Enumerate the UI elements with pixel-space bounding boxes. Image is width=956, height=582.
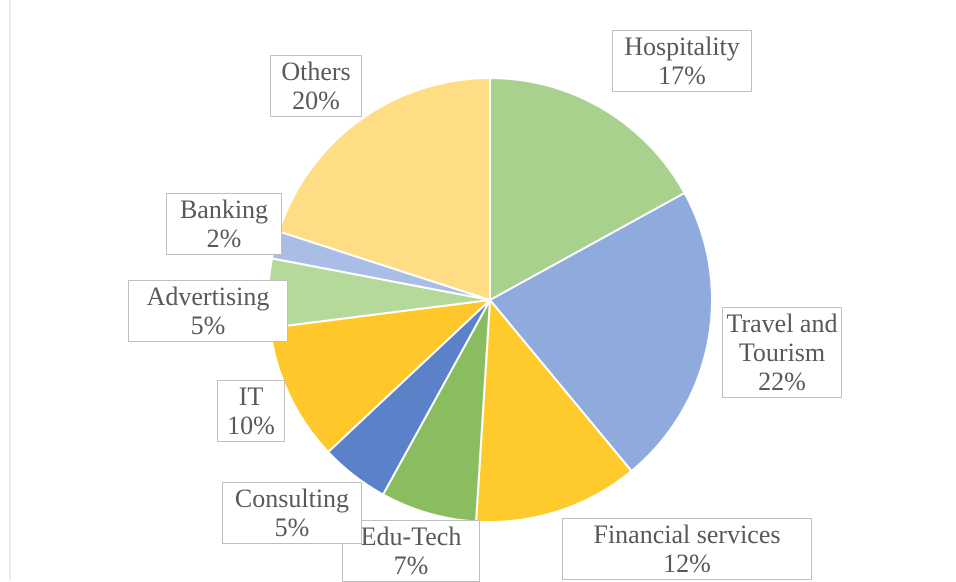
label-category: Travel and Tourism bbox=[726, 309, 838, 367]
label-value: 22% bbox=[758, 367, 806, 396]
data-label: Advertising 5% bbox=[128, 280, 288, 342]
label-category: Financial services bbox=[593, 520, 781, 549]
data-label: Others 20% bbox=[270, 55, 362, 117]
label-value: 5% bbox=[190, 311, 226, 340]
pie-slice bbox=[475, 297, 633, 523]
data-label: Consulting 5% bbox=[222, 482, 362, 544]
label-value: 2% bbox=[206, 224, 242, 253]
label-value: 12% bbox=[663, 549, 711, 578]
label-category: Banking bbox=[179, 195, 269, 224]
data-label: Travel and Tourism 22% bbox=[722, 307, 842, 398]
pie-slice bbox=[488, 191, 713, 473]
label-category: Others bbox=[281, 57, 351, 86]
data-label: Banking 2% bbox=[166, 193, 282, 255]
label-category: IT bbox=[238, 382, 264, 411]
data-label: IT 10% bbox=[217, 380, 285, 442]
data-label: Edu-Tech 7% bbox=[342, 520, 480, 582]
data-label: Hospitality 17% bbox=[612, 30, 752, 92]
label-value: 20% bbox=[292, 86, 340, 115]
label-value: 10% bbox=[227, 411, 275, 440]
label-category: Edu-Tech bbox=[360, 522, 462, 551]
label-category: Advertising bbox=[146, 282, 270, 311]
label-value: 7% bbox=[393, 551, 429, 580]
label-value: 5% bbox=[274, 513, 310, 542]
pie-slice bbox=[489, 76, 686, 302]
label-category: Consulting bbox=[234, 484, 350, 513]
data-label: Financial services 12% bbox=[562, 518, 812, 580]
label-category: Hospitality bbox=[624, 32, 740, 61]
pie-slice bbox=[277, 76, 491, 302]
label-value: 17% bbox=[658, 61, 706, 90]
